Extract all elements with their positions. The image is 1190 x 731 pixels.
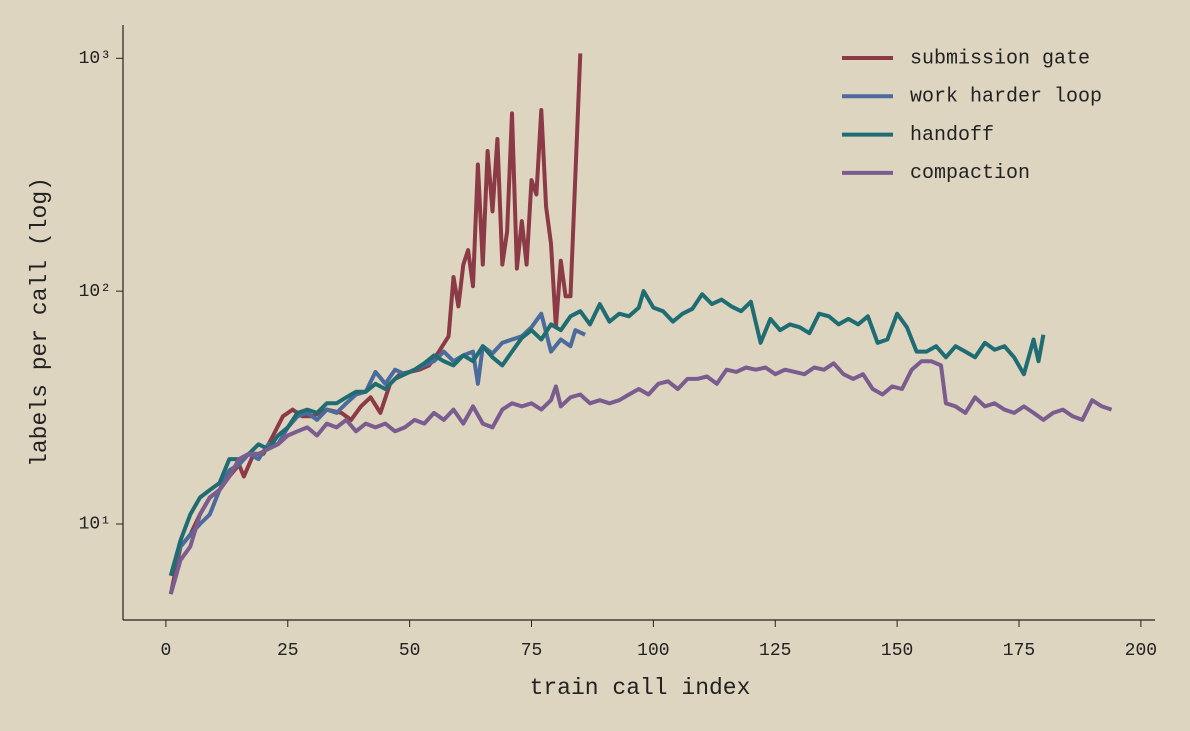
x-tick-label: 75 [521, 641, 543, 661]
y-tick-label: 10¹ [79, 515, 111, 535]
x-axis-label: train call index [530, 675, 751, 701]
y-axis-label: labels per call (log) [27, 177, 53, 467]
series-line [168, 289, 1046, 577]
legend-label: work harder loop [910, 86, 1102, 109]
x-tick-label: 175 [1003, 641, 1035, 661]
y-tick-label: 10² [79, 282, 111, 302]
x-tick-label: 200 [1125, 641, 1157, 661]
x-tick-label: 25 [277, 641, 299, 661]
x-tick-label: 150 [881, 641, 913, 661]
legend-label: handoff [910, 124, 994, 147]
legend-label: submission gate [910, 47, 1090, 70]
legend-label: compaction [910, 162, 1030, 185]
y-tick-label: 10³ [79, 49, 111, 69]
x-tick-label: 125 [759, 641, 791, 661]
x-tick-label: 50 [399, 641, 421, 661]
x-tick-label: 100 [637, 641, 669, 661]
series-line [168, 359, 1113, 595]
series-line [168, 311, 586, 577]
x-tick-label: 0 [160, 641, 171, 661]
